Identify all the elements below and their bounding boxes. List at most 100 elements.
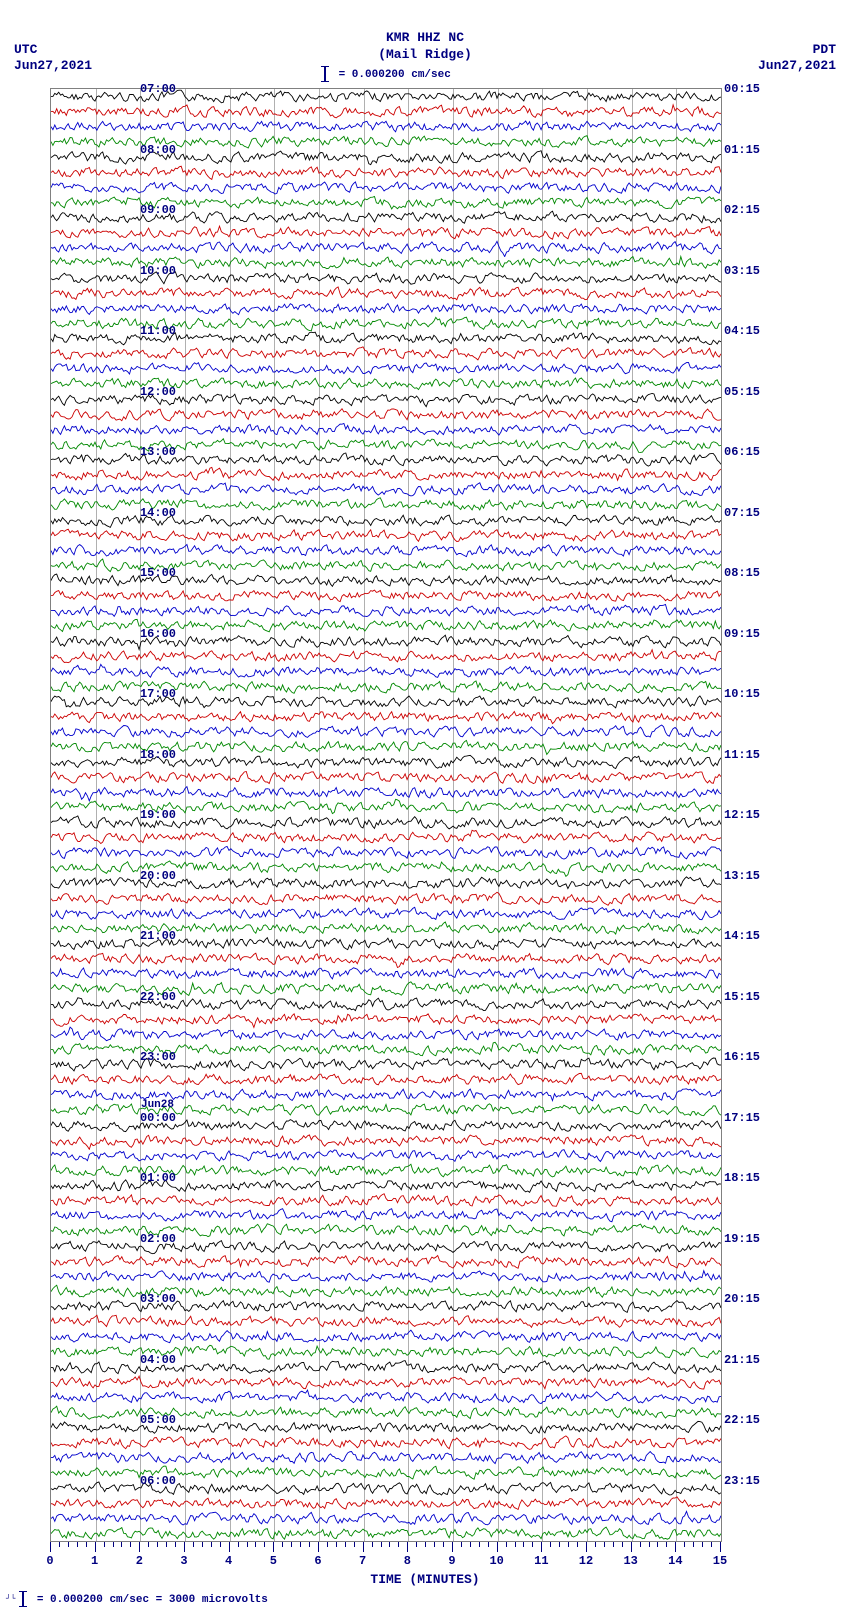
utc-time-label: 06:00	[140, 1474, 176, 1488]
pdt-time-label: 16:15	[724, 1050, 760, 1064]
x-tick-major	[363, 1542, 364, 1552]
utc-time-label: 02:00	[140, 1232, 176, 1246]
x-tick-minor	[130, 1542, 131, 1547]
x-tick-minor	[425, 1542, 426, 1547]
x-tick-minor	[702, 1542, 703, 1547]
pdt-time-label: 18:15	[724, 1171, 760, 1185]
utc-time-label: 20:00	[140, 869, 176, 883]
scale-label: = 0.000200 cm/sec	[339, 69, 451, 81]
x-tick-minor	[211, 1542, 212, 1547]
x-tick-minor	[300, 1542, 301, 1547]
x-tick-label: 11	[534, 1554, 548, 1568]
x-tick-minor	[532, 1542, 533, 1547]
station-code: KMR HHZ NC	[0, 30, 850, 47]
x-tick-minor	[166, 1542, 167, 1547]
utc-time-label: 10:00	[140, 264, 176, 278]
x-tick-major	[631, 1542, 632, 1552]
x-tick-minor	[515, 1542, 516, 1547]
x-tick-minor	[559, 1542, 560, 1547]
x-tick-minor	[238, 1542, 239, 1547]
x-tick-major	[497, 1542, 498, 1552]
pdt-time-label: 11:15	[724, 748, 760, 762]
utc-time-label: 11:00	[140, 324, 176, 338]
x-tick-major	[50, 1542, 51, 1552]
x-tick-minor	[220, 1542, 221, 1547]
seismogram-container: UTC Jun27,2021 KMR HHZ NC (Mail Ridge) P…	[0, 0, 850, 1613]
pdt-time-label: 17:15	[724, 1111, 760, 1125]
x-tick-major	[675, 1542, 676, 1552]
pdt-time-label: 00:15	[724, 82, 760, 96]
utc-time-label: 05:00	[140, 1413, 176, 1427]
utc-time-label: 21:00	[140, 929, 176, 943]
x-tick-minor	[506, 1542, 507, 1547]
x-tick-major	[184, 1542, 185, 1552]
pdt-time-label: 01:15	[724, 143, 760, 157]
x-tick-major	[318, 1542, 319, 1552]
x-tick-label: 0	[46, 1554, 53, 1568]
x-tick-major	[95, 1542, 96, 1552]
utc-time-label: 00:00	[140, 1111, 176, 1125]
pdt-time-label: 07:15	[724, 506, 760, 520]
x-tick-label: 14	[668, 1554, 682, 1568]
x-tick-minor	[657, 1542, 658, 1547]
x-tick-minor	[568, 1542, 569, 1547]
utc-time-label: 08:00	[140, 143, 176, 157]
x-tick-minor	[327, 1542, 328, 1547]
x-tick-minor	[550, 1542, 551, 1547]
x-tick-minor	[77, 1542, 78, 1547]
x-tick-minor	[693, 1542, 694, 1547]
utc-time-label: 04:00	[140, 1353, 176, 1367]
utc-time-label: 15:00	[140, 566, 176, 580]
x-tick-minor	[649, 1542, 650, 1547]
x-tick-minor	[622, 1542, 623, 1547]
utc-time-label: 18:00	[140, 748, 176, 762]
x-tick-label: 2	[136, 1554, 143, 1568]
x-tick-minor	[247, 1542, 248, 1547]
x-tick-minor	[336, 1542, 337, 1547]
x-tick-major	[541, 1542, 542, 1552]
x-tick-minor	[666, 1542, 667, 1547]
footer-text: = 0.000200 cm/sec = 3000 microvolts	[37, 1594, 268, 1606]
utc-time-label: 17:00	[140, 687, 176, 701]
utc-time-label: 19:00	[140, 808, 176, 822]
utc-time-label: 03:00	[140, 1292, 176, 1306]
x-tick-minor	[255, 1542, 256, 1547]
x-tick-minor	[416, 1542, 417, 1547]
x-tick-label: 3	[180, 1554, 187, 1568]
x-tick-minor	[711, 1542, 712, 1547]
x-tick-minor	[345, 1542, 346, 1547]
x-tick-minor	[577, 1542, 578, 1547]
pdt-time-label: 04:15	[724, 324, 760, 338]
x-tick-minor	[488, 1542, 489, 1547]
x-tick-minor	[264, 1542, 265, 1547]
utc-time-label: 01:00	[140, 1171, 176, 1185]
x-tick-minor	[640, 1542, 641, 1547]
x-tick-major	[452, 1542, 453, 1552]
x-tick-minor	[523, 1542, 524, 1547]
pdt-time-label: 22:15	[724, 1413, 760, 1427]
station-name: (Mail Ridge)	[0, 47, 850, 64]
x-tick-minor	[434, 1542, 435, 1547]
pdt-time-label: 13:15	[724, 869, 760, 883]
x-tick-minor	[157, 1542, 158, 1547]
pdt-time-label: 03:15	[724, 264, 760, 278]
footer-scale: ┘└ = 0.000200 cm/sec = 3000 microvolts	[6, 1591, 268, 1607]
pdt-time-label: 09:15	[724, 627, 760, 641]
utc-time-label: 23:00	[140, 1050, 176, 1064]
pdt-time-label: 20:15	[724, 1292, 760, 1306]
utc-time-label: 07:00	[140, 82, 176, 96]
x-tick-minor	[381, 1542, 382, 1547]
x-tick-minor	[291, 1542, 292, 1547]
x-tick-label: 12	[579, 1554, 593, 1568]
utc-time-label: 14:00	[140, 506, 176, 520]
pdt-time-label: 14:15	[724, 929, 760, 943]
x-tick-label: 5	[270, 1554, 277, 1568]
x-tick-minor	[59, 1542, 60, 1547]
pdt-time-label: 15:15	[724, 990, 760, 1004]
x-tick-minor	[398, 1542, 399, 1547]
x-tick-minor	[309, 1542, 310, 1547]
x-tick-label: 13	[623, 1554, 637, 1568]
tz-right-label: PDT	[758, 42, 836, 58]
utc-time-label: 13:00	[140, 445, 176, 459]
pdt-time-label: 06:15	[724, 445, 760, 459]
